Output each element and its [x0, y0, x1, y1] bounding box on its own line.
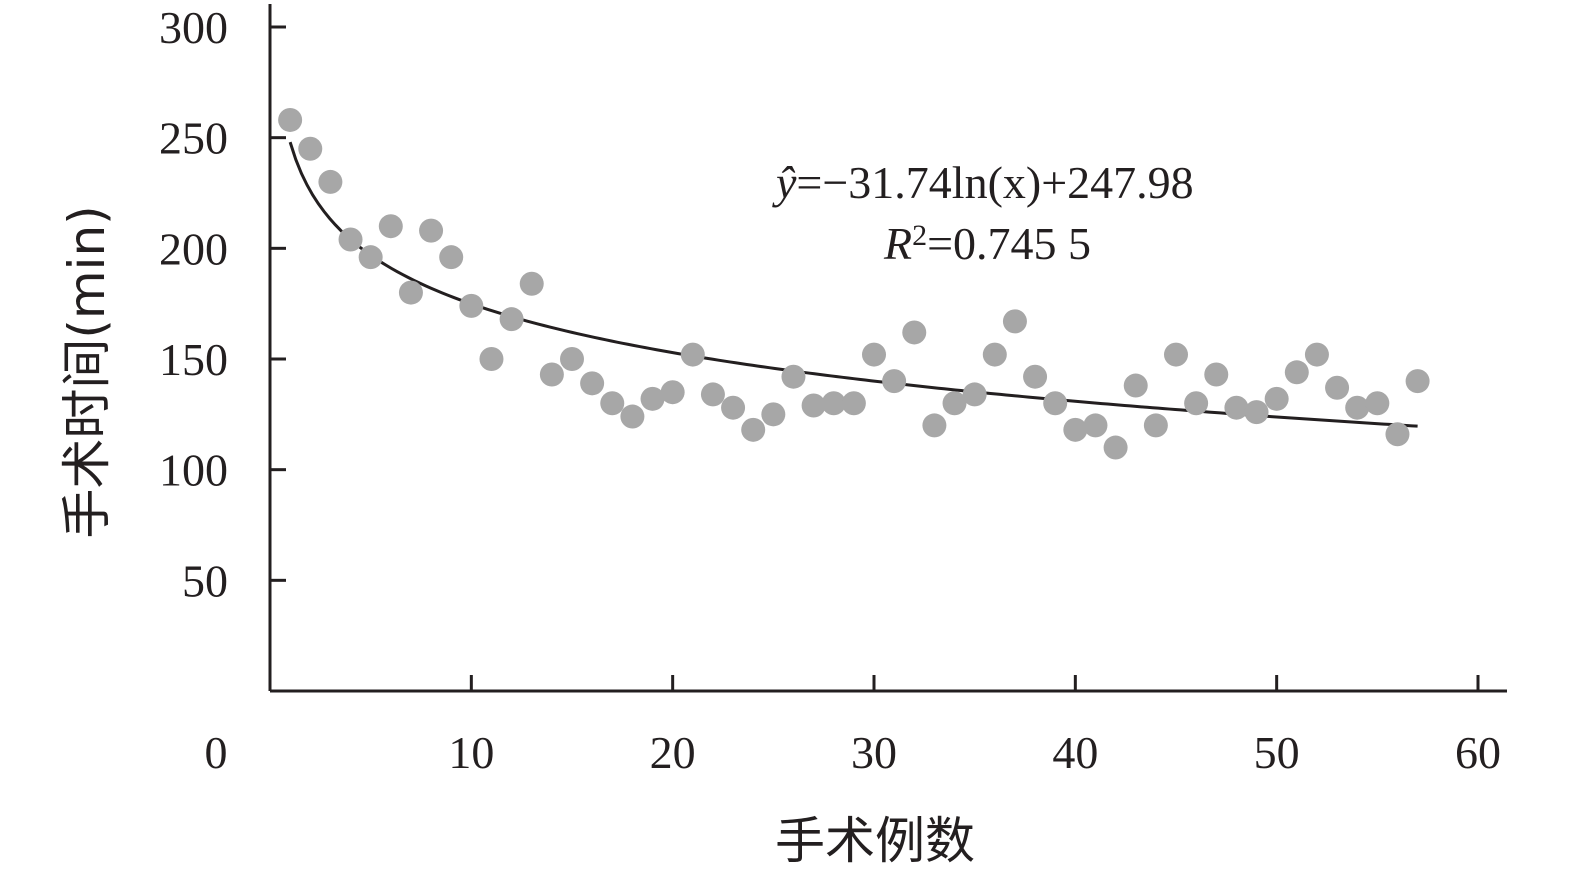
- data-point: [580, 371, 605, 396]
- data-point: [902, 320, 927, 345]
- data-point: [1284, 360, 1309, 385]
- data-point: [761, 402, 786, 427]
- data-point: [862, 342, 886, 367]
- data-point: [1204, 362, 1229, 387]
- data-point: [318, 169, 343, 194]
- r-squared-superscript: 2: [912, 219, 927, 252]
- data-point: [821, 391, 846, 416]
- data-point: [419, 218, 444, 243]
- data-point: [841, 391, 866, 416]
- x-tick-label: 60: [1455, 727, 1501, 778]
- y-tick-label: 100: [159, 445, 228, 496]
- data-point: [560, 347, 584, 371]
- r-squared-label: R: [883, 218, 912, 269]
- y-tick-label: 150: [159, 334, 228, 385]
- data-point: [1345, 395, 1370, 420]
- data-point: [1043, 391, 1068, 416]
- data-point: [1083, 413, 1108, 438]
- x-tick-label: 10: [448, 727, 494, 778]
- x-tick-label: 20: [650, 727, 696, 778]
- data-point: [459, 293, 484, 318]
- data-point: [781, 364, 806, 389]
- data-point: [1103, 435, 1128, 460]
- data-point: [721, 395, 746, 420]
- x-tick-label: 30: [851, 727, 897, 778]
- data-point: [982, 342, 1007, 367]
- data-point: [1264, 386, 1289, 411]
- data-point: [741, 417, 766, 442]
- r-squared-text: R2=0.745 5: [883, 218, 1091, 269]
- data-point: [378, 214, 403, 239]
- data-point: [1164, 342, 1188, 367]
- data-point: [962, 382, 987, 407]
- data-point: [1385, 422, 1410, 447]
- y-tick-label: 250: [159, 113, 228, 164]
- data-point: [1244, 400, 1269, 425]
- data-point: [700, 382, 725, 407]
- r-squared-value: =0.745 5: [927, 218, 1091, 269]
- data-point: [1224, 395, 1249, 420]
- data-point: [640, 386, 665, 411]
- axes-layer: [268, 4, 1507, 693]
- data-point: [358, 245, 383, 270]
- data-points-layer: [278, 107, 1430, 460]
- x-tick-label: 50: [1254, 727, 1300, 778]
- data-point: [620, 404, 645, 429]
- y-tick-label: 50: [182, 555, 228, 606]
- equation-yhat: ŷ: [772, 157, 797, 208]
- data-point: [1023, 364, 1048, 389]
- data-point: [660, 380, 685, 405]
- x-tick-label: 40: [1052, 727, 1098, 778]
- data-point: [539, 362, 564, 387]
- data-point: [942, 391, 967, 416]
- data-point: [1002, 309, 1027, 334]
- y-tick-label: 300: [159, 2, 228, 53]
- data-point: [882, 369, 907, 394]
- data-point: [1365, 391, 1390, 416]
- data-point: [398, 280, 423, 305]
- data-point: [499, 307, 524, 332]
- data-point: [1405, 369, 1430, 394]
- data-point: [1143, 413, 1168, 438]
- data-point: [1325, 375, 1350, 400]
- regression-equation: ŷ=−31.74ln(x)+247.98 R2=0.745 5: [772, 157, 1194, 269]
- data-point: [519, 271, 544, 296]
- data-point: [338, 227, 363, 252]
- data-point: [1063, 417, 1088, 442]
- data-point: [1304, 342, 1329, 367]
- equation-body: =−31.74ln(x)+247.98: [796, 157, 1193, 208]
- data-point: [278, 107, 303, 132]
- data-point: [1184, 391, 1209, 416]
- data-point: [439, 245, 464, 270]
- data-point: [922, 413, 947, 438]
- data-point: [801, 393, 826, 418]
- data-point: [298, 136, 323, 161]
- data-point: [600, 391, 625, 416]
- ticks-layer: 50 100 150 200 250 300 0 10 20 30 40 50 60: [159, 2, 1501, 778]
- x-tick-label: 0: [205, 727, 228, 778]
- x-axis-title: 手术例数: [775, 812, 975, 870]
- equation-text: ŷ=−31.74ln(x)+247.98: [772, 157, 1194, 208]
- y-tick-label: 200: [159, 223, 228, 274]
- data-point: [680, 342, 705, 367]
- data-point: [479, 347, 504, 371]
- data-point: [1123, 373, 1148, 398]
- y-axis-title: 手术时间(min): [58, 205, 116, 538]
